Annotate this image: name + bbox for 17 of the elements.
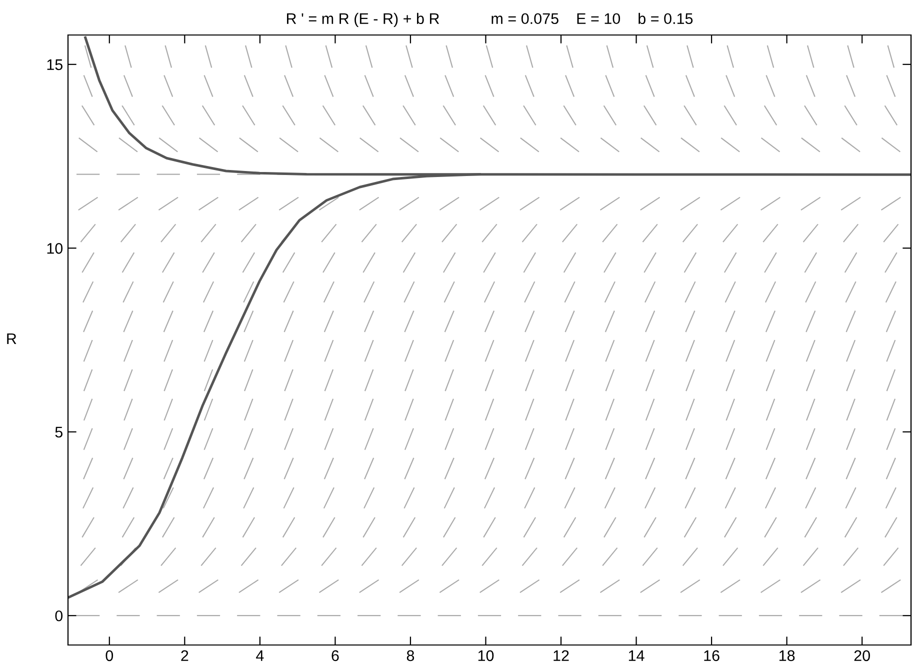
- x-tick-label: 20: [854, 650, 870, 662]
- x-tick-label: 0: [106, 650, 114, 662]
- x-tick-label: 14: [628, 650, 644, 661]
- x-tick-label: 8: [406, 650, 414, 662]
- y-axis-title: R: [7, 333, 16, 344]
- x-tick-label: 6: [332, 650, 339, 662]
- x-tick-label: 10: [478, 650, 494, 662]
- x-tick-label: 16: [704, 650, 720, 662]
- y-tick-label: 10: [47, 243, 63, 254]
- y-tick-label: 5: [55, 426, 62, 438]
- x-tick-label: 4: [256, 650, 264, 661]
- x-tick-label: 18: [779, 650, 795, 662]
- x-tick-label: 2: [181, 650, 188, 661]
- x-tick-label: 12: [554, 650, 569, 661]
- y-tick-label: 15: [47, 59, 62, 70]
- chart-title: R ' = m R (E - R) + b R m = 0.075 E = 10 b = 0.15: [287, 12, 693, 28]
- y-tick-label: 0: [55, 610, 63, 622]
